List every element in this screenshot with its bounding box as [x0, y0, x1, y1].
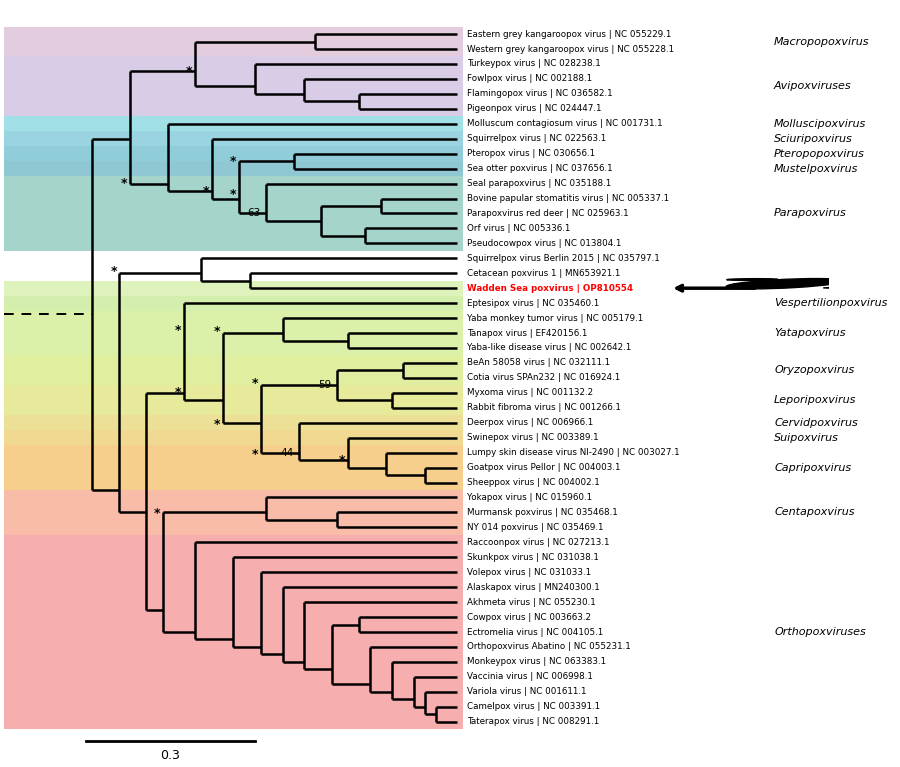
- Text: Cowpox virus | NC 003663.2: Cowpox virus | NC 003663.2: [467, 613, 591, 621]
- Ellipse shape: [726, 278, 843, 289]
- Text: Pteropox virus | NC 030656.1: Pteropox virus | NC 030656.1: [467, 149, 595, 158]
- Text: Vaccinia virus | NC 006998.1: Vaccinia virus | NC 006998.1: [467, 673, 593, 681]
- Text: Capripoxvirus: Capripoxvirus: [774, 463, 851, 472]
- Text: Sea otter poxvirus | NC 037656.1: Sea otter poxvirus | NC 037656.1: [467, 164, 613, 173]
- Text: Cervidpoxvirus: Cervidpoxvirus: [774, 418, 858, 428]
- Text: 63: 63: [248, 209, 261, 219]
- Text: *: *: [202, 185, 209, 198]
- Text: Orthopoxviruses: Orthopoxviruses: [774, 627, 866, 637]
- Text: Yaba-like disease virus | NC 002642.1: Yaba-like disease virus | NC 002642.1: [467, 344, 632, 353]
- Text: Squirrelpox virus Berlin 2015 | NC 035797.1: Squirrelpox virus Berlin 2015 | NC 03579…: [467, 254, 660, 263]
- Text: NY 014 poxvirus | NC 035469.1: NY 014 poxvirus | NC 035469.1: [467, 523, 604, 532]
- Text: Goatpox virus Pellor | NC 004003.1: Goatpox virus Pellor | NC 004003.1: [467, 463, 621, 472]
- Text: Yatapoxvirus: Yatapoxvirus: [774, 328, 845, 338]
- Text: *: *: [121, 177, 127, 190]
- Text: Molluscipoxvirus: Molluscipoxvirus: [774, 119, 867, 129]
- Text: Camelpox virus | NC 003391.1: Camelpox virus | NC 003391.1: [467, 703, 600, 711]
- Polygon shape: [731, 283, 774, 285]
- Text: Murmansk poxvirus | NC 035468.1: Murmansk poxvirus | NC 035468.1: [467, 508, 618, 517]
- Text: Monkeypox virus | NC 063383.1: Monkeypox virus | NC 063383.1: [467, 657, 607, 667]
- Text: *: *: [111, 265, 117, 278]
- Text: BeAn 58058 virus | NC 032111.1: BeAn 58058 virus | NC 032111.1: [467, 358, 610, 367]
- Text: Lumpy skin disease virus NI-2490 | NC 003027.1: Lumpy skin disease virus NI-2490 | NC 00…: [467, 448, 680, 457]
- Text: *: *: [230, 187, 236, 200]
- Text: *: *: [213, 418, 220, 431]
- Text: Flamingopox virus | NC 036582.1: Flamingopox virus | NC 036582.1: [467, 90, 613, 98]
- Text: *: *: [252, 448, 258, 461]
- Text: Skunkpox virus | NC 031038.1: Skunkpox virus | NC 031038.1: [467, 553, 599, 561]
- Text: Deerpox virus | NC 006966.1: Deerpox virus | NC 006966.1: [467, 418, 593, 427]
- Polygon shape: [824, 287, 872, 289]
- Text: *: *: [213, 325, 220, 338]
- Text: Parapoxvirus: Parapoxvirus: [774, 209, 847, 219]
- Text: Oryzopoxvirus: Oryzopoxvirus: [774, 365, 854, 375]
- Text: Bovine papular stomatitis virus | NC 005337.1: Bovine papular stomatitis virus | NC 005…: [467, 194, 670, 203]
- Text: Centapoxvirus: Centapoxvirus: [774, 508, 854, 518]
- Text: *: *: [339, 453, 346, 466]
- Text: Tanapox virus | EF420156.1: Tanapox virus | EF420156.1: [467, 328, 588, 337]
- Text: Avipoxviruses: Avipoxviruses: [774, 81, 851, 91]
- Text: Mustelpoxvirus: Mustelpoxvirus: [774, 163, 859, 173]
- Text: Pigeonpox virus | NC 024447.1: Pigeonpox virus | NC 024447.1: [467, 104, 602, 114]
- Text: Macropopoxvirus: Macropopoxvirus: [774, 37, 869, 47]
- Text: Alaskapox virus | MN240300.1: Alaskapox virus | MN240300.1: [467, 583, 600, 591]
- Text: Akhmeta virus | NC 055230.1: Akhmeta virus | NC 055230.1: [467, 597, 596, 607]
- Text: 0.3: 0.3: [160, 749, 180, 762]
- Text: Western grey kangaroopox virus | NC 055228.1: Western grey kangaroopox virus | NC 0552…: [467, 44, 674, 54]
- Text: Suipoxvirus: Suipoxvirus: [774, 433, 839, 443]
- Text: Sciuripoxvirus: Sciuripoxvirus: [774, 133, 853, 143]
- Text: Fowlpox virus | NC 002188.1: Fowlpox virus | NC 002188.1: [467, 74, 592, 84]
- Text: Cotia virus SPAn232 | NC 016924.1: Cotia virus SPAn232 | NC 016924.1: [467, 374, 620, 383]
- Text: *: *: [252, 377, 258, 390]
- Text: Molluscum contagiosum virus | NC 001731.1: Molluscum contagiosum virus | NC 001731.…: [467, 119, 662, 128]
- Text: Ectromelia virus | NC 004105.1: Ectromelia virus | NC 004105.1: [467, 627, 603, 637]
- Text: Leporipoxvirus: Leporipoxvirus: [774, 395, 857, 405]
- Text: Yokapox virus | NC 015960.1: Yokapox virus | NC 015960.1: [467, 493, 592, 502]
- Text: *: *: [186, 65, 193, 78]
- Text: Parapoxvirus red deer | NC 025963.1: Parapoxvirus red deer | NC 025963.1: [467, 209, 629, 218]
- Text: *: *: [230, 155, 236, 168]
- Text: Vespertilionpoxvirus: Vespertilionpoxvirus: [774, 298, 887, 308]
- Text: *: *: [153, 508, 160, 521]
- Text: Seal parapoxvirus | NC 035188.1: Seal parapoxvirus | NC 035188.1: [467, 179, 611, 188]
- Text: Orf virus | NC 005336.1: Orf virus | NC 005336.1: [467, 224, 571, 233]
- Text: Cetacean poxvirus 1 | MN653921.1: Cetacean poxvirus 1 | MN653921.1: [467, 268, 621, 278]
- Text: Turkeypox virus | NC 028238.1: Turkeypox virus | NC 028238.1: [467, 60, 601, 68]
- Text: 44: 44: [280, 448, 293, 458]
- Text: Volepox virus | NC 031033.1: Volepox virus | NC 031033.1: [467, 568, 591, 577]
- Text: Pteropopoxvirus: Pteropopoxvirus: [774, 149, 865, 159]
- Text: Pseudocowpox virus | NC 013804.1: Pseudocowpox virus | NC 013804.1: [467, 239, 622, 248]
- Text: *: *: [176, 387, 182, 400]
- Text: Taterapox virus | NC 008291.1: Taterapox virus | NC 008291.1: [467, 717, 599, 726]
- Text: Squirrelpox virus | NC 022563.1: Squirrelpox virus | NC 022563.1: [467, 134, 607, 143]
- Text: Variola virus | NC 001611.1: Variola virus | NC 001611.1: [467, 687, 587, 696]
- Text: Myxoma virus | NC 001132.2: Myxoma virus | NC 001132.2: [467, 388, 593, 397]
- Ellipse shape: [726, 278, 778, 281]
- Text: Swinepox virus | NC 003389.1: Swinepox virus | NC 003389.1: [467, 433, 598, 443]
- Text: Wadden Sea poxvirus | OP810554: Wadden Sea poxvirus | OP810554: [467, 284, 634, 293]
- Text: *: *: [176, 324, 182, 337]
- Text: Eastern grey kangaroopox virus | NC 055229.1: Eastern grey kangaroopox virus | NC 0552…: [467, 30, 671, 38]
- Text: Eptesipox virus | NC 035460.1: Eptesipox virus | NC 035460.1: [467, 298, 599, 308]
- Text: Yaba monkey tumor virus | NC 005179.1: Yaba monkey tumor virus | NC 005179.1: [467, 314, 644, 323]
- Text: Raccoonpox virus | NC 027213.1: Raccoonpox virus | NC 027213.1: [467, 538, 609, 547]
- Text: Orthopoxvirus Abatino | NC 055231.1: Orthopoxvirus Abatino | NC 055231.1: [467, 643, 631, 651]
- Text: 59: 59: [319, 380, 332, 390]
- Text: Sheeppox virus | NC 004002.1: Sheeppox virus | NC 004002.1: [467, 478, 600, 487]
- Text: Rabbit fibroma virus | NC 001266.1: Rabbit fibroma virus | NC 001266.1: [467, 403, 621, 413]
